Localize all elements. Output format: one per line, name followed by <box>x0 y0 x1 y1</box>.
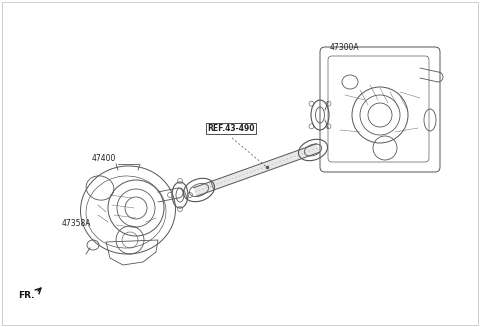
Text: FR.: FR. <box>18 290 35 300</box>
Text: 47400: 47400 <box>92 154 116 163</box>
Polygon shape <box>193 144 320 196</box>
Text: 47300A: 47300A <box>330 43 360 52</box>
Text: 47358A: 47358A <box>62 219 92 228</box>
Text: REF.43-490: REF.43-490 <box>207 124 254 133</box>
